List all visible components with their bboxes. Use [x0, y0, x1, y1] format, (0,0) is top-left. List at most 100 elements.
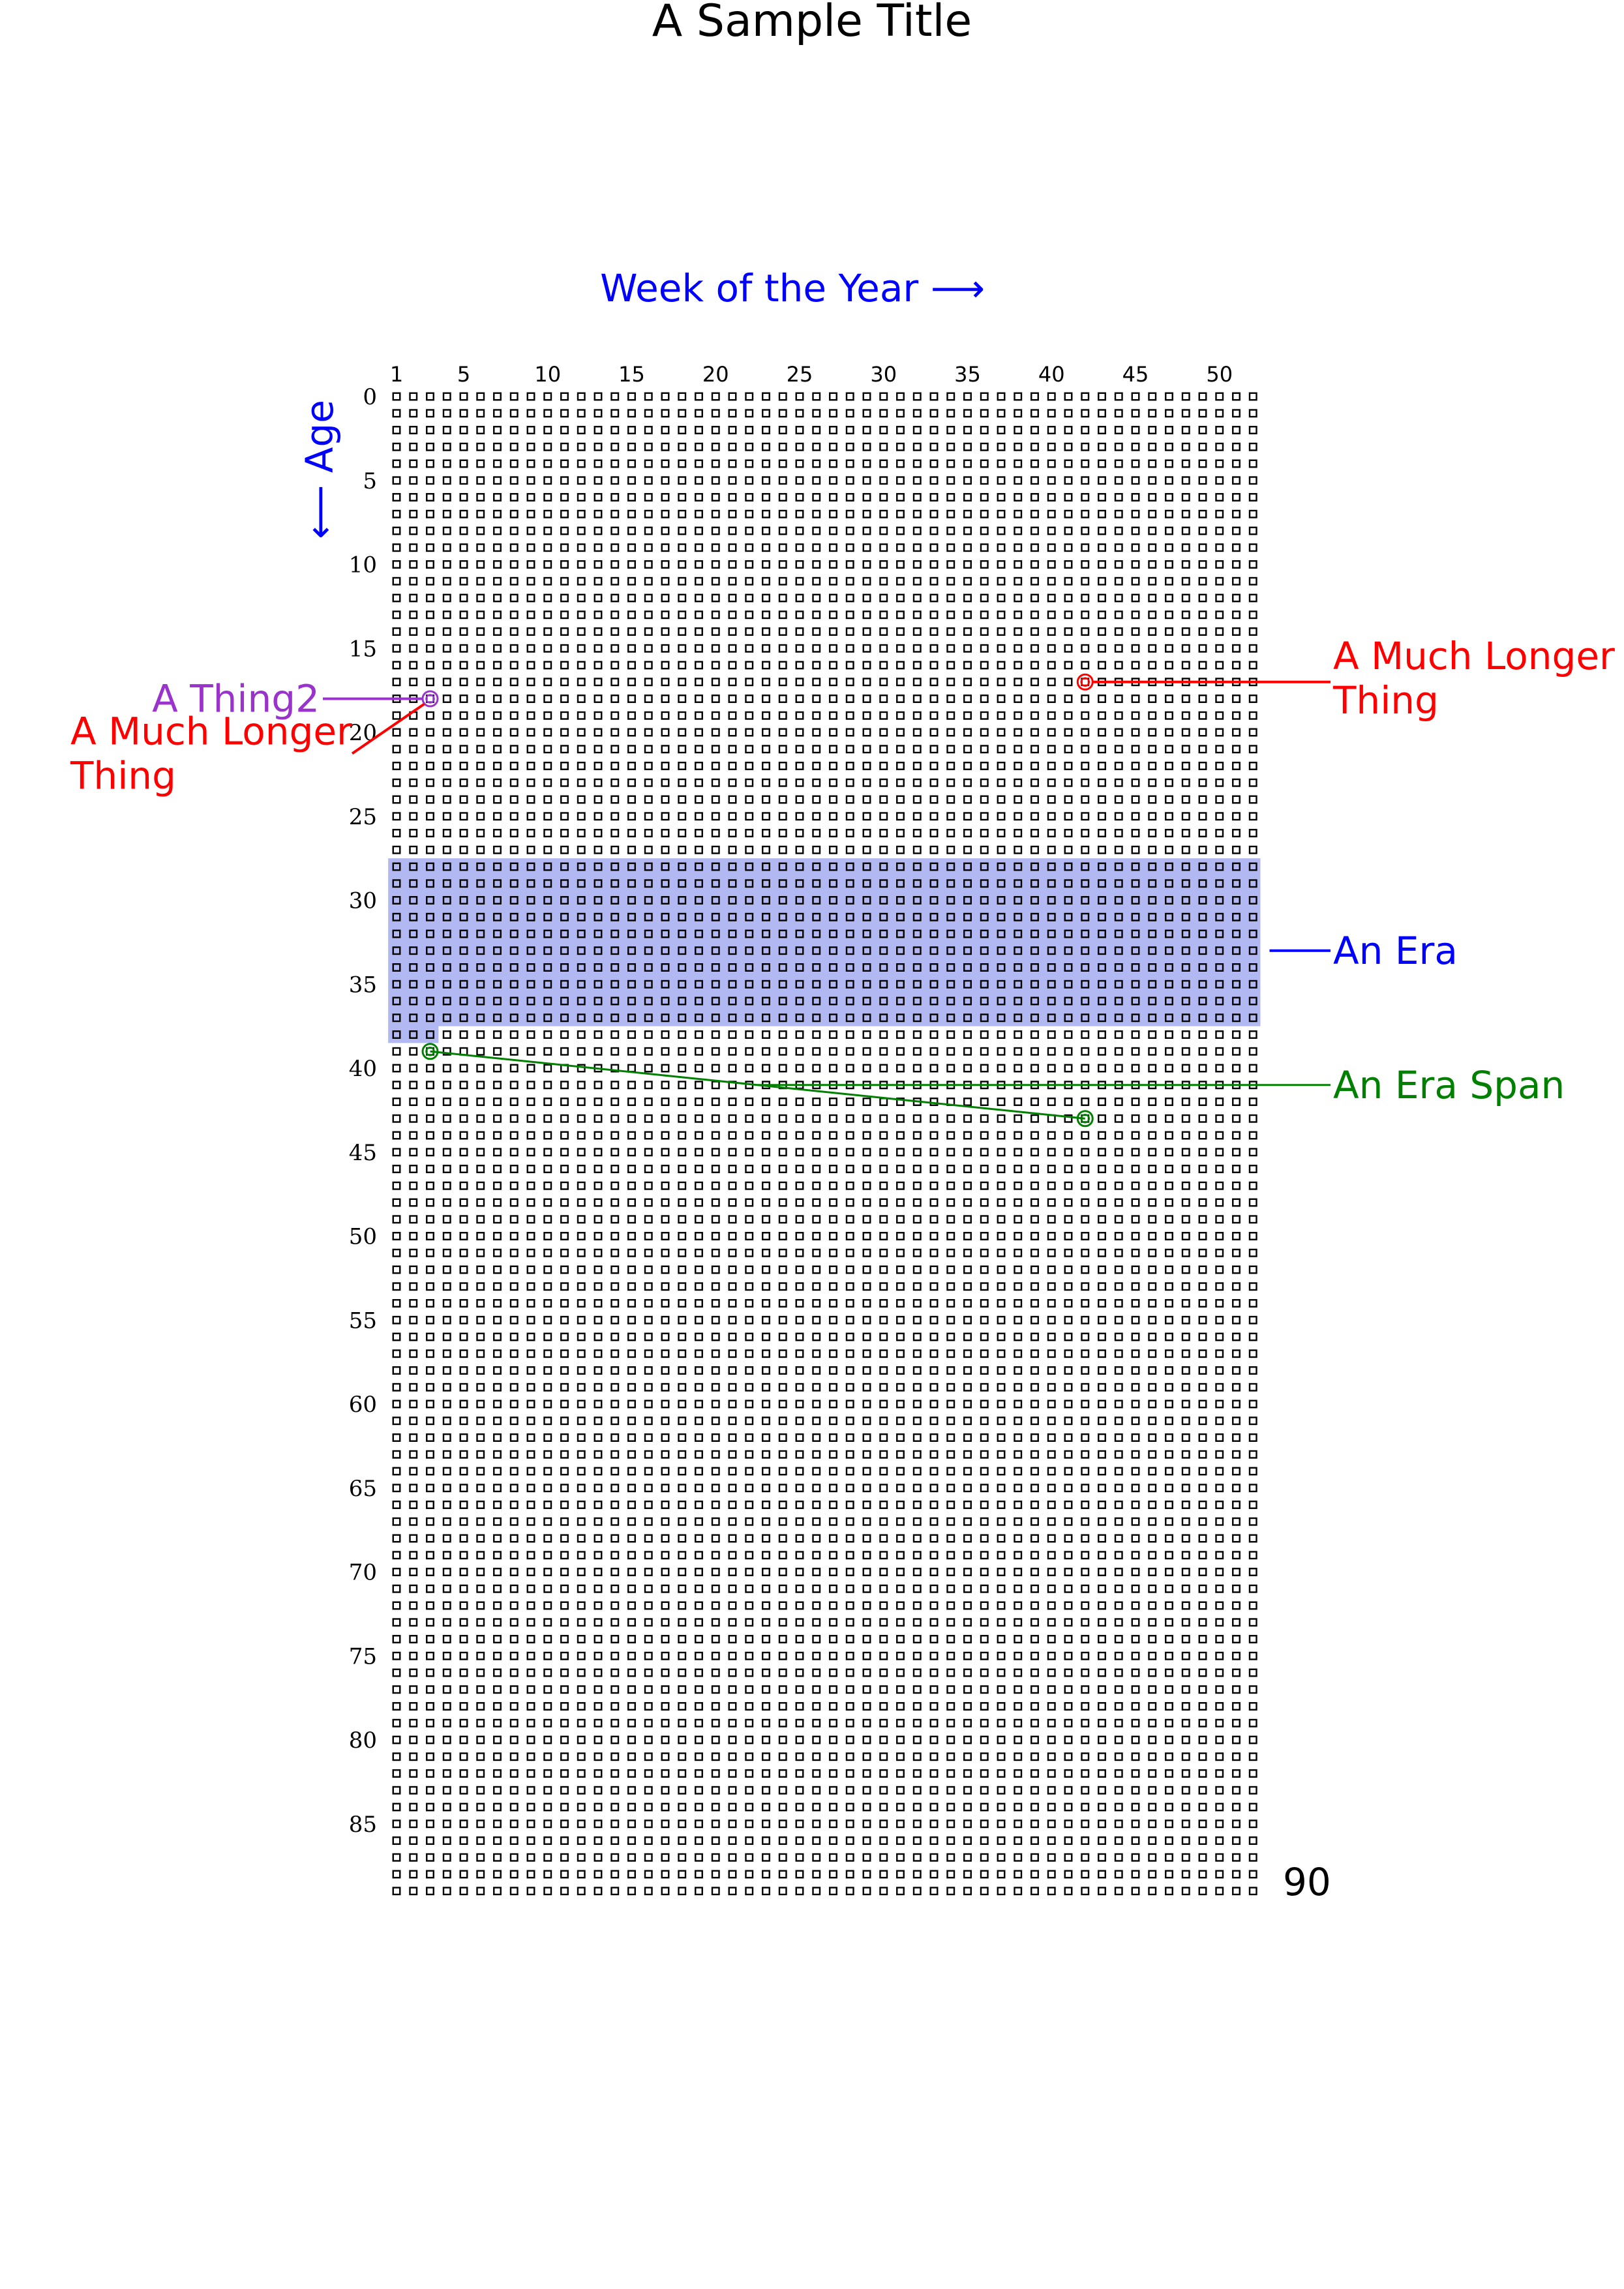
week-cell [526, 1265, 535, 1274]
week-cell [678, 1399, 687, 1409]
week-cell [1248, 493, 1257, 501]
week-cell [1148, 1752, 1157, 1761]
week-cell [543, 1433, 552, 1442]
week-cell [762, 426, 770, 434]
week-cell [1030, 409, 1039, 418]
week-cell [1047, 912, 1056, 921]
week-cell [1131, 1819, 1140, 1829]
week-cell [997, 593, 1006, 603]
week-cell [1248, 1870, 1257, 1879]
week-cell [1181, 1181, 1190, 1190]
week-cell [896, 1853, 905, 1862]
week-cell [409, 879, 418, 888]
week-cell [493, 912, 502, 921]
week-cell [812, 1702, 821, 1711]
week-cell [711, 1282, 720, 1291]
week-cell [1014, 929, 1023, 938]
week-cell [678, 845, 687, 854]
week-cell [1248, 1349, 1257, 1358]
week-cell [812, 946, 821, 955]
week-cell [795, 1299, 804, 1308]
week-cell [459, 1013, 468, 1023]
week-cell [711, 1618, 720, 1627]
week-cell [594, 576, 603, 586]
week-cell [695, 1131, 703, 1140]
week-cell [594, 1282, 603, 1291]
week-cell [594, 1517, 603, 1526]
week-cell [409, 1030, 418, 1039]
week-cell [929, 1651, 939, 1660]
week-cell [661, 409, 670, 418]
week-cell [526, 1399, 535, 1409]
week-cell [762, 493, 770, 501]
week-cell [711, 1030, 720, 1039]
week-cell [896, 1870, 905, 1879]
week-cell [594, 1568, 603, 1576]
week-cell [560, 1853, 569, 1862]
week-cell [963, 1718, 972, 1728]
week-cell [1064, 1668, 1073, 1677]
week-cell [1030, 1399, 1039, 1409]
week-cell [929, 627, 939, 636]
week-cell [829, 1131, 837, 1140]
week-cell [1114, 1702, 1123, 1711]
week-cell [1030, 509, 1039, 518]
week-cell [946, 963, 955, 972]
week-cell [1215, 593, 1224, 603]
week-cell [627, 1752, 636, 1761]
week-cell [509, 829, 519, 837]
week-cell [644, 1601, 653, 1610]
week-cell [409, 409, 418, 418]
week-cell [862, 929, 871, 938]
week-cell [829, 576, 837, 586]
week-cell [1181, 762, 1190, 770]
week-cell [678, 644, 687, 653]
week-cell [1014, 1517, 1023, 1526]
week-cell [560, 946, 569, 955]
week-cell [560, 1501, 569, 1509]
week-cell [1131, 1366, 1140, 1375]
week-cell [409, 1668, 418, 1677]
week-cell [1047, 1551, 1056, 1560]
week-cell [829, 1467, 837, 1476]
week-cell [577, 1248, 586, 1257]
week-cell [862, 1064, 871, 1073]
week-cell [879, 1450, 888, 1459]
week-cell [1232, 745, 1241, 754]
week-cell [493, 1836, 502, 1845]
week-cell [543, 1198, 552, 1207]
week-cell [493, 980, 502, 989]
week-cell [1114, 476, 1123, 485]
week-cell [929, 879, 939, 888]
week-cell [1148, 1165, 1157, 1173]
week-cell [661, 426, 670, 434]
week-cell [745, 678, 754, 687]
week-cell [862, 829, 871, 837]
week-cell [1114, 1534, 1123, 1543]
week-cell [963, 644, 972, 653]
week-cell [442, 1702, 451, 1711]
week-cell [1165, 1534, 1173, 1543]
week-cell [762, 1887, 770, 1896]
week-cell [997, 543, 1006, 552]
week-cell [1081, 795, 1090, 804]
week-cell [829, 476, 837, 485]
week-cell [1047, 1131, 1056, 1140]
week-cell [1098, 1685, 1106, 1694]
week-cell [896, 678, 905, 687]
week-cell [409, 778, 418, 787]
week-cell [392, 1887, 401, 1896]
week-cell [829, 1064, 837, 1073]
week-cell [627, 1030, 636, 1039]
week-cell [1064, 1198, 1073, 1207]
week-cell [695, 695, 703, 703]
week-cell [912, 695, 922, 703]
week-cell [795, 1685, 804, 1694]
week-cell [912, 1568, 922, 1576]
week-cell [1148, 1601, 1157, 1610]
week-cell [409, 1148, 418, 1157]
week-cell [627, 627, 636, 636]
week-cell [1232, 1551, 1241, 1560]
week-cell [459, 509, 468, 518]
svg-text:⟵ Age: ⟵ Age [297, 400, 342, 539]
